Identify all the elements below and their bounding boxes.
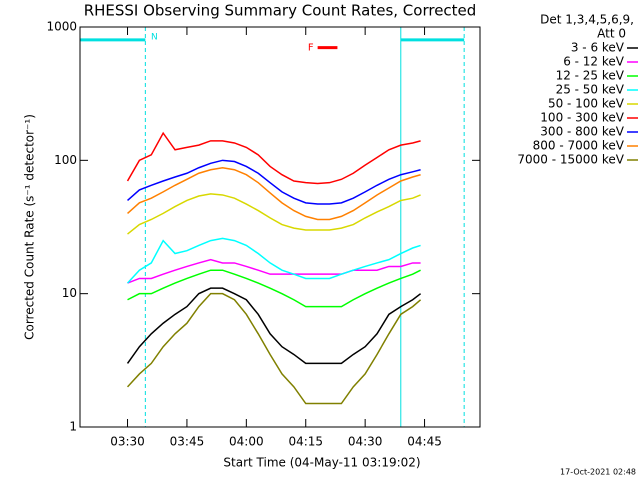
- night-label: N: [151, 32, 158, 42]
- chart-title: RHESSI Observing Summary Count Rates, Co…: [84, 2, 477, 20]
- series-line: [127, 166, 421, 221]
- legend-label: 25 - 50 keV: [556, 83, 625, 97]
- series-line: [126, 237, 421, 284]
- x-tick-label: 04:15: [288, 435, 323, 449]
- series-line: [126, 287, 422, 365]
- series-line: [127, 159, 421, 205]
- y-axis-label: Corrected Count Rate (s⁻¹ detector⁻¹): [23, 114, 37, 340]
- legend-label: 800 - 7000 keV: [533, 139, 625, 153]
- legend-header: Det 1,3,4,5,6,9,: [540, 13, 634, 27]
- series-line: [127, 258, 421, 284]
- legend-label: 100 - 300 keV: [540, 111, 624, 125]
- x-axis-label: Start Time (04-May-11 03:19:02): [223, 456, 420, 470]
- x-tick-label: 04:00: [229, 435, 264, 449]
- legend-label: 300 - 800 keV: [540, 125, 624, 139]
- y-tick-label: 1: [69, 420, 77, 434]
- legend-label: 50 - 100 keV: [548, 97, 625, 111]
- series-line: [127, 269, 421, 308]
- legend-header: Att 0: [597, 27, 626, 41]
- y-tick-label: 10: [62, 286, 77, 300]
- legend-label: 3 - 6 keV: [571, 41, 625, 55]
- plot-frame: [79, 26, 481, 428]
- y-tick-label: 1000: [46, 20, 77, 34]
- legend-label: 7000 - 15000 keV: [517, 153, 624, 167]
- series-line: [126, 292, 422, 405]
- x-tick-label: 04:45: [407, 435, 442, 449]
- legend-label: 12 - 25 keV: [556, 69, 625, 83]
- x-tick-label: 04:30: [348, 435, 383, 449]
- x-tick-label: 03:45: [170, 435, 205, 449]
- legend-label: 6 - 12 keV: [563, 55, 625, 69]
- timestamp: 17-Oct-2021 02:48: [560, 468, 636, 477]
- series-line: [127, 193, 421, 235]
- x-tick-label: 03:30: [110, 435, 145, 449]
- series-line: [126, 131, 421, 185]
- flag-label: F: [308, 43, 314, 54]
- y-tick-label: 100: [54, 153, 77, 167]
